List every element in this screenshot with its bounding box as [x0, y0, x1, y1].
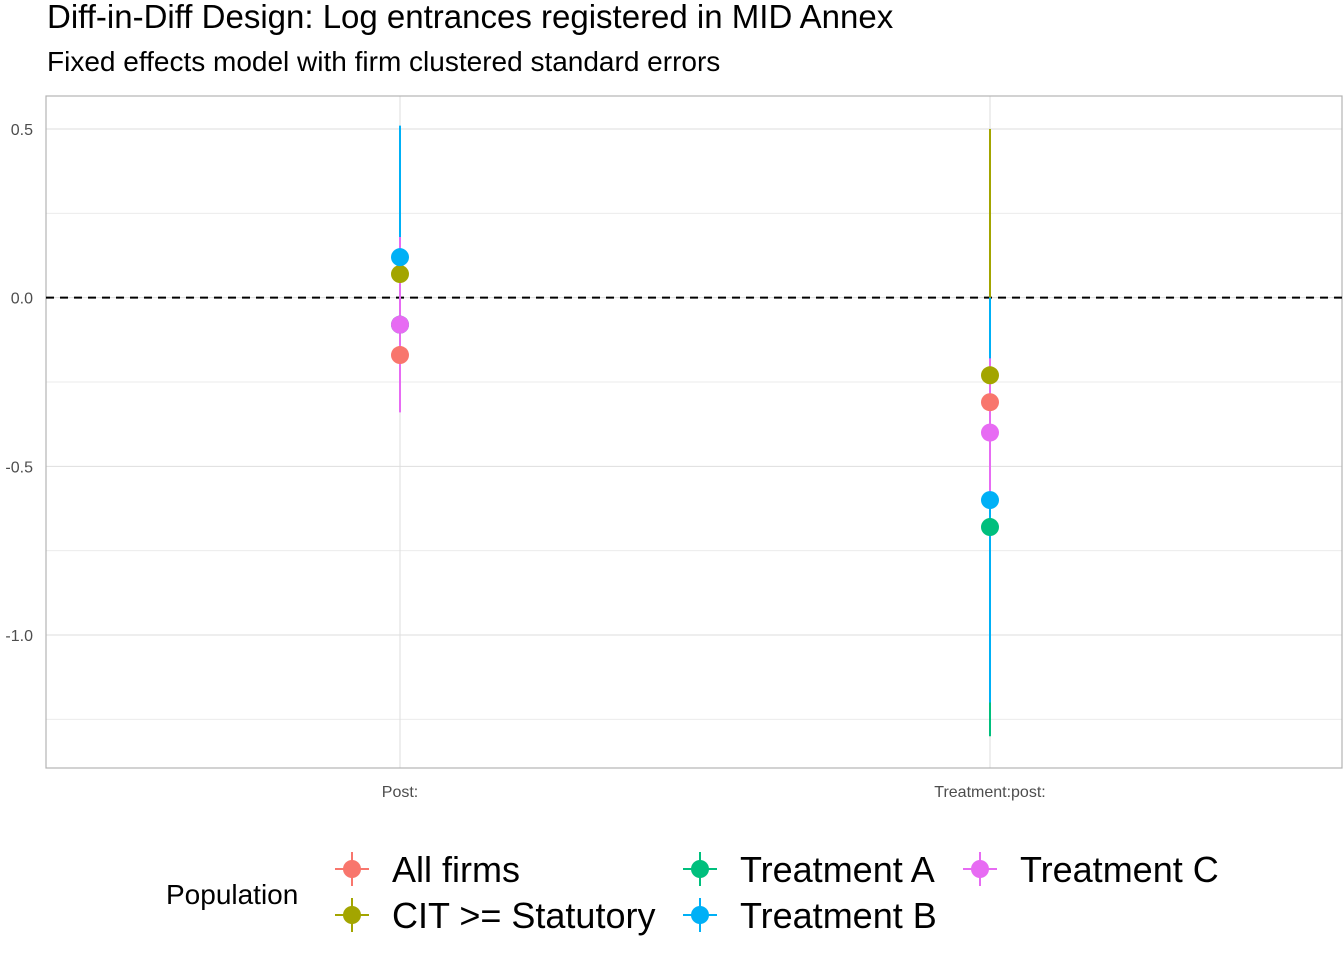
data-point	[981, 518, 999, 537]
legend-key-point	[343, 906, 361, 924]
data-point	[391, 315, 409, 334]
data-point	[981, 423, 999, 442]
data-point	[391, 248, 409, 267]
y-tick-label: 0.5	[11, 122, 33, 139]
legend-key-point	[691, 906, 709, 924]
legend-title: Population	[166, 879, 298, 910]
legend-label: CIT >= Statutory	[392, 895, 655, 936]
x-tick-label: Post:	[382, 784, 418, 801]
data-point	[981, 366, 999, 385]
data-point	[981, 393, 999, 412]
legend-label: Treatment C	[1020, 849, 1219, 890]
data-point	[391, 265, 409, 284]
panel-border	[45, 95, 1343, 769]
x-tick-label: Treatment:post:	[934, 784, 1045, 801]
y-tick-label: 0.0	[11, 291, 33, 308]
chart-subtitle: Fixed effects model with firm clustered …	[47, 46, 721, 77]
chart-title: Diff-in-Diff Design: Log entrances regis…	[47, 0, 894, 35]
y-tick-label: -1.0	[5, 628, 33, 645]
data-point	[981, 491, 999, 510]
legend-label: Treatment A	[740, 849, 935, 890]
legend-label: All firms	[392, 849, 520, 890]
legend-label: Treatment B	[740, 895, 937, 936]
data-point	[391, 346, 409, 365]
y-tick-label: -0.5	[5, 459, 33, 476]
legend-key-point	[971, 860, 989, 878]
legend-key-point	[343, 860, 361, 878]
legend-key-point	[691, 860, 709, 878]
